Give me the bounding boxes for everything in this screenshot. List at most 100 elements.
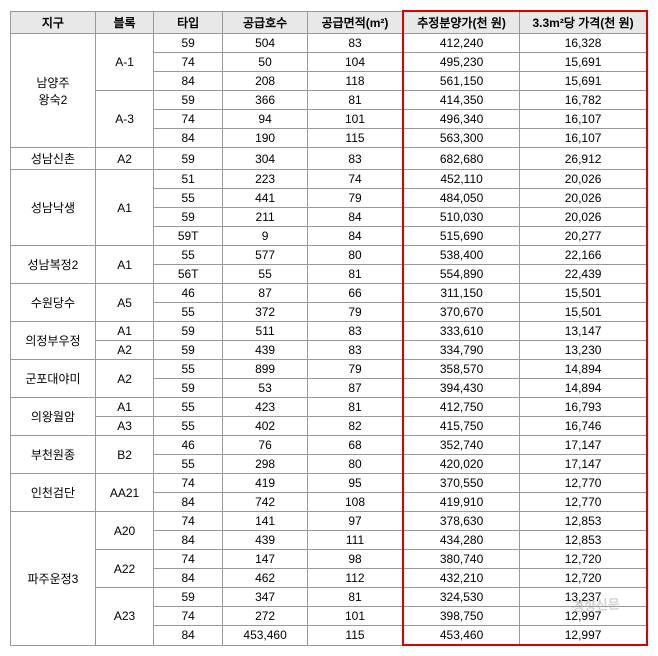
supply-cell: 419 bbox=[223, 474, 308, 493]
block-cell: A-1 bbox=[95, 34, 153, 91]
block-cell: AA21 bbox=[95, 474, 153, 512]
unit-price-cell: 17,147 bbox=[520, 455, 647, 474]
price-cell: 538,400 bbox=[403, 246, 520, 265]
unit-price-cell: 22,166 bbox=[520, 246, 647, 265]
header-district: 지구 bbox=[11, 11, 96, 34]
unit-price-cell: 13,147 bbox=[520, 322, 647, 341]
unit-price-cell: 14,894 bbox=[520, 360, 647, 379]
unit-price-cell: 16,107 bbox=[520, 129, 647, 148]
table-row: 성남복정2A15557780538,40022,166 bbox=[11, 246, 648, 265]
supply-cell: 94 bbox=[223, 110, 308, 129]
type-cell: 84 bbox=[154, 129, 223, 148]
unit-price-cell: 16,746 bbox=[520, 417, 647, 436]
type-cell: 74 bbox=[154, 53, 223, 72]
supply-cell: 511 bbox=[223, 322, 308, 341]
type-cell: 84 bbox=[154, 493, 223, 512]
price-cell: 358,570 bbox=[403, 360, 520, 379]
unit-price-cell: 26,912 bbox=[520, 148, 647, 170]
unit-price-cell: 16,793 bbox=[520, 398, 647, 417]
type-cell: 55 bbox=[154, 455, 223, 474]
table-row: 의정부우정A15951183333,61013,147 bbox=[11, 322, 648, 341]
price-cell: 484,050 bbox=[403, 189, 520, 208]
price-cell: 434,280 bbox=[403, 531, 520, 550]
price-cell: 496,340 bbox=[403, 110, 520, 129]
unit-price-cell: 20,026 bbox=[520, 208, 647, 227]
area-cell: 68 bbox=[308, 436, 403, 455]
price-cell: 554,890 bbox=[403, 265, 520, 284]
type-cell: 55 bbox=[154, 360, 223, 379]
type-cell: 74 bbox=[154, 474, 223, 493]
area-cell: 74 bbox=[308, 170, 403, 189]
unit-price-cell: 12,853 bbox=[520, 531, 647, 550]
block-cell: A23 bbox=[95, 588, 153, 646]
supply-cell: 577 bbox=[223, 246, 308, 265]
supply-cell: 76 bbox=[223, 436, 308, 455]
unit-price-cell: 12,770 bbox=[520, 474, 647, 493]
housing-price-table: 지구 블록 타입 공급호수 공급면적(m²) 추정분양가(천 원) 3.3m²당… bbox=[10, 10, 648, 646]
unit-price-cell: 13,230 bbox=[520, 341, 647, 360]
block-cell: A5 bbox=[95, 284, 153, 322]
unit-price-cell: 16,782 bbox=[520, 91, 647, 110]
area-cell: 84 bbox=[308, 208, 403, 227]
type-cell: 59 bbox=[154, 341, 223, 360]
price-cell: 370,550 bbox=[403, 474, 520, 493]
unit-price-cell: 12,720 bbox=[520, 550, 647, 569]
area-cell: 83 bbox=[308, 148, 403, 170]
price-cell: 412,750 bbox=[403, 398, 520, 417]
area-cell: 81 bbox=[308, 398, 403, 417]
table-row: 인천검단AA217441995370,55012,770 bbox=[11, 474, 648, 493]
price-cell: 311,150 bbox=[403, 284, 520, 303]
district-cell: 수원당수 bbox=[11, 284, 96, 322]
type-cell: 74 bbox=[154, 550, 223, 569]
unit-price-cell: 15,691 bbox=[520, 53, 647, 72]
block-cell: A2 bbox=[95, 148, 153, 170]
price-cell: 412,240 bbox=[403, 34, 520, 53]
unit-price-cell: 16,328 bbox=[520, 34, 647, 53]
area-cell: 98 bbox=[308, 550, 403, 569]
district-cell: 남양주왕숙2 bbox=[11, 34, 96, 148]
district-cell: 인천검단 bbox=[11, 474, 96, 512]
area-cell: 83 bbox=[308, 34, 403, 53]
type-cell: 59 bbox=[154, 379, 223, 398]
block-cell: B2 bbox=[95, 436, 153, 474]
block-cell: A2 bbox=[95, 360, 153, 398]
block-cell: A1 bbox=[95, 398, 153, 417]
header-unit-price: 3.3m²당 가격(천 원) bbox=[520, 11, 647, 34]
unit-price-cell: 17,147 bbox=[520, 436, 647, 455]
area-cell: 97 bbox=[308, 512, 403, 531]
unit-price-cell: 13,237 bbox=[520, 588, 647, 607]
supply-cell: 87 bbox=[223, 284, 308, 303]
supply-cell: 298 bbox=[223, 455, 308, 474]
price-cell: 419,910 bbox=[403, 493, 520, 512]
supply-cell: 366 bbox=[223, 91, 308, 110]
price-cell: 432,210 bbox=[403, 569, 520, 588]
unit-price-cell: 14,894 bbox=[520, 379, 647, 398]
table-row: 부천원종B2467668352,74017,147 bbox=[11, 436, 648, 455]
price-cell: 515,690 bbox=[403, 227, 520, 246]
district-cell: 성남신촌 bbox=[11, 148, 96, 170]
type-cell: 56T bbox=[154, 265, 223, 284]
block-cell: A20 bbox=[95, 512, 153, 550]
supply-cell: 190 bbox=[223, 129, 308, 148]
district-cell: 성남낙생 bbox=[11, 170, 96, 246]
price-cell: 561,150 bbox=[403, 72, 520, 91]
price-cell: 334,790 bbox=[403, 341, 520, 360]
price-cell: 682,680 bbox=[403, 148, 520, 170]
price-cell: 378,630 bbox=[403, 512, 520, 531]
table-row: 수원당수A5468766311,15015,501 bbox=[11, 284, 648, 303]
type-cell: 46 bbox=[154, 436, 223, 455]
table-row: 성남낙생A15122374452,11020,026 bbox=[11, 170, 648, 189]
table-row: A227414798380,74012,720 bbox=[11, 550, 648, 569]
supply-cell: 208 bbox=[223, 72, 308, 91]
price-cell: 563,300 bbox=[403, 129, 520, 148]
area-cell: 118 bbox=[308, 72, 403, 91]
area-cell: 87 bbox=[308, 379, 403, 398]
price-cell: 495,230 bbox=[403, 53, 520, 72]
header-row: 지구 블록 타입 공급호수 공급면적(m²) 추정분양가(천 원) 3.3m²당… bbox=[11, 11, 648, 34]
type-cell: 84 bbox=[154, 569, 223, 588]
price-cell: 415,750 bbox=[403, 417, 520, 436]
unit-price-cell: 12,997 bbox=[520, 607, 647, 626]
block-cell: A2 bbox=[95, 341, 153, 360]
area-cell: 82 bbox=[308, 417, 403, 436]
price-cell: 510,030 bbox=[403, 208, 520, 227]
